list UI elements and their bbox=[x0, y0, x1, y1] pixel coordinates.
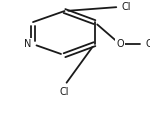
Text: O: O bbox=[116, 39, 124, 49]
Text: N: N bbox=[24, 39, 32, 49]
Text: Cl: Cl bbox=[60, 87, 69, 97]
Text: Cl: Cl bbox=[122, 2, 131, 12]
Text: CH₃: CH₃ bbox=[146, 39, 150, 49]
